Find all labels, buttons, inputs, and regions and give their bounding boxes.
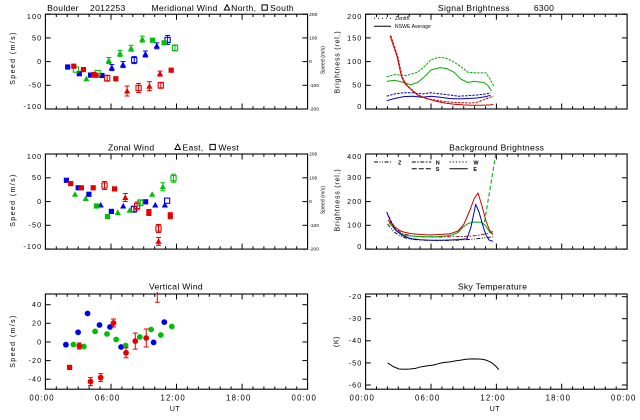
svg-text:200: 200 [347, 197, 362, 206]
svg-text:-20: -20 [28, 356, 42, 365]
svg-text:0: 0 [37, 197, 42, 206]
svg-text:-40: -40 [349, 336, 363, 345]
svg-text:Speed (m/s): Speed (m/s) [10, 173, 17, 227]
svg-text:0: 0 [309, 199, 312, 205]
svg-text:-100: -100 [309, 223, 319, 229]
svg-text:Speed (m/s): Speed (m/s) [10, 314, 17, 368]
svg-text:300: 300 [347, 173, 362, 182]
svg-text:South: South [270, 3, 294, 13]
svg-text:-200: -200 [309, 247, 319, 253]
svg-text:-40: -40 [28, 375, 42, 384]
svg-text:200: 200 [309, 152, 318, 158]
svg-text:Zonal Wind: Zonal Wind [108, 143, 154, 153]
svg-text:-50: -50 [349, 358, 363, 367]
svg-text:200: 200 [347, 12, 362, 21]
svg-text:0: 0 [37, 57, 42, 66]
svg-text:0: 0 [357, 242, 362, 251]
svg-text:2012253: 2012253 [90, 3, 126, 13]
svg-text:Brightness (rel.): Brightness (rel.) [335, 30, 342, 93]
svg-text:N: N [436, 160, 440, 166]
svg-text:0: 0 [309, 59, 312, 65]
svg-text:00:00: 00:00 [611, 394, 637, 403]
svg-text:18:00: 18:00 [546, 394, 572, 403]
svg-text:00:00: 00:00 [350, 394, 376, 403]
svg-text:100: 100 [27, 152, 42, 161]
svg-text:40: 40 [32, 300, 42, 309]
svg-text:UT: UT [170, 404, 181, 413]
svg-text:Meridional Wind: Meridional Wind [151, 3, 217, 13]
svg-text:50: 50 [32, 33, 42, 42]
svg-text:Zenith: Zenith [395, 16, 410, 22]
svg-text:100: 100 [347, 57, 362, 66]
svg-text:12:00: 12:00 [160, 394, 186, 403]
svg-text:E: E [473, 167, 477, 173]
svg-text:East,: East, [182, 143, 203, 153]
svg-text:Speed (m/s): Speed (m/s) [321, 186, 327, 215]
svg-text:-100: -100 [23, 102, 42, 111]
svg-text:100: 100 [309, 36, 318, 42]
svg-text:Signal Brightness: Signal Brightness [438, 3, 510, 13]
svg-text:-50: -50 [28, 81, 42, 90]
svg-text:100: 100 [27, 12, 42, 21]
svg-text:(K): (K) [334, 336, 341, 347]
svg-text:20: 20 [32, 319, 42, 328]
svg-text:UT: UT [490, 404, 501, 413]
svg-text:400: 400 [347, 152, 362, 161]
svg-text:Vertical Wind: Vertical Wind [149, 282, 203, 292]
svg-text:150: 150 [347, 33, 362, 42]
svg-text:-20: -20 [349, 292, 363, 301]
svg-text:06:00: 06:00 [415, 394, 441, 403]
svg-text:W: W [473, 160, 479, 166]
svg-text:-60: -60 [349, 380, 363, 389]
svg-text:18:00: 18:00 [226, 394, 252, 403]
svg-text:Background Brightness: Background Brightness [449, 143, 544, 153]
svg-text:-100: -100 [23, 242, 42, 251]
svg-text:100: 100 [309, 175, 318, 181]
svg-text:West: West [218, 143, 239, 153]
svg-text:North,: North, [231, 3, 256, 13]
svg-text:S: S [436, 167, 440, 173]
svg-text:50: 50 [352, 81, 362, 90]
svg-text:Speed (m/s): Speed (m/s) [321, 46, 327, 75]
svg-text:00:00: 00:00 [292, 394, 318, 403]
svg-text:Boulder: Boulder [47, 3, 79, 13]
svg-text:0: 0 [37, 337, 42, 346]
svg-text:-30: -30 [349, 314, 363, 323]
svg-text:Speed (m/s): Speed (m/s) [10, 31, 17, 85]
svg-text:NSWE Average: NSWE Average [395, 24, 431, 30]
svg-text:Sky Temperature: Sky Temperature [458, 282, 527, 292]
svg-text:0: 0 [357, 102, 362, 111]
svg-text:6300: 6300 [534, 3, 554, 13]
svg-text:06:00: 06:00 [95, 394, 121, 403]
svg-text:200: 200 [309, 12, 318, 18]
svg-text:-50: -50 [28, 221, 42, 230]
svg-text:12:00: 12:00 [480, 394, 506, 403]
svg-text:Brightness (rel.): Brightness (rel.) [335, 168, 342, 231]
svg-text:-100: -100 [309, 83, 319, 89]
svg-text:50: 50 [32, 173, 42, 182]
svg-text:Z: Z [398, 160, 402, 166]
svg-text:100: 100 [347, 221, 362, 230]
svg-text:-200: -200 [309, 107, 319, 113]
svg-text:00:00: 00:00 [29, 394, 55, 403]
